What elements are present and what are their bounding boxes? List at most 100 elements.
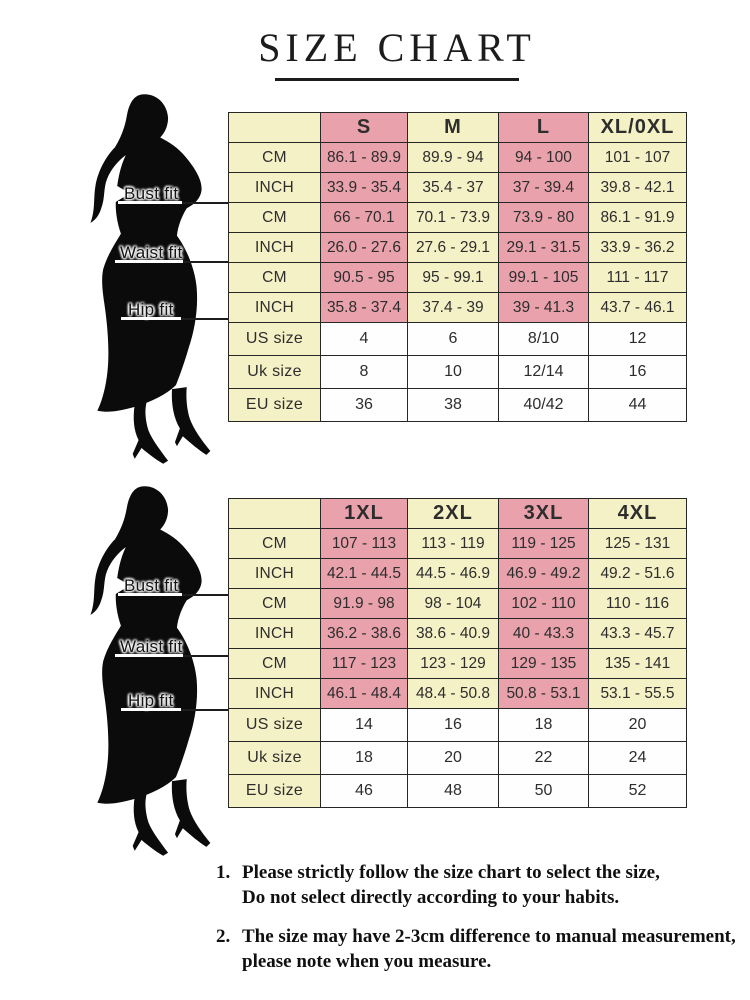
value-cell: 37 - 39.4: [498, 172, 589, 203]
size-column-header: XL/0XL: [588, 112, 687, 143]
value-cell: 39 - 41.3: [498, 292, 589, 323]
hip-fit-label: Hip fit: [128, 300, 174, 319]
value-cell: 44.5 - 46.9: [407, 558, 499, 589]
value-cell: 89.9 - 94: [407, 142, 499, 173]
row-label-cell: Uk size: [228, 741, 321, 775]
size-column-header: L: [498, 112, 589, 143]
size-column-header: 2XL: [407, 498, 499, 529]
value-cell: 35.8 - 37.4: [320, 292, 408, 323]
table-row: CM 66 - 70.1 70.1 - 73.9 73.9 - 80 86.1 - 91…: [228, 202, 687, 233]
value-cell: 107 - 113: [320, 528, 408, 559]
value-cell: 90.5 - 95: [320, 262, 408, 293]
hip-fit-pointer-line: [181, 318, 228, 320]
table-row: EU size 36 38 40/42 44: [228, 388, 687, 422]
value-cell: 50: [498, 774, 589, 808]
row-label-cell: EU size: [228, 774, 321, 808]
value-cell: 102 - 110: [498, 588, 589, 619]
value-cell: 98 - 104: [407, 588, 499, 619]
value-cell: 39.8 - 42.1: [588, 172, 687, 203]
row-label-cell: INCH: [228, 292, 321, 323]
value-cell: 16: [407, 708, 499, 742]
value-cell: 53.1 - 55.5: [588, 678, 687, 709]
value-cell: 113 - 119: [407, 528, 499, 559]
bust-fit-underline: [118, 593, 182, 596]
note-text: Please strictly follow the size chart to…: [242, 860, 744, 910]
size-table-s-xl: S M L XL/0XL CM 86.1 - 89.9 89.9 - 94 94 - 100 1…: [228, 112, 687, 422]
note-item: 2. The size may have 2-3cm difference to…: [216, 924, 744, 974]
value-cell: 38: [407, 388, 499, 422]
hip-fit-pointer-line: [181, 709, 228, 711]
title-underline: [275, 78, 519, 81]
corner-cell: [228, 498, 321, 529]
hip-fit-label: Hip fit: [128, 691, 174, 710]
woman-silhouette: [58, 476, 230, 864]
value-cell: 129 - 135: [498, 648, 589, 679]
value-cell: 33.9 - 36.2: [588, 232, 687, 263]
size-table-1xl-4xl: 1XL 2XL 3XL 4XL CM 107 - 113 113 - 119 119 - 12…: [228, 498, 687, 808]
table-row: INCH 26.0 - 27.6 27.6 - 29.1 29.1 - 31.5 33.…: [228, 232, 687, 263]
value-cell: 46.9 - 49.2: [498, 558, 589, 589]
value-cell: 73.9 - 80: [498, 202, 589, 233]
value-cell: 110 - 116: [588, 588, 687, 619]
row-label-cell: CM: [228, 262, 321, 293]
table-row: CM 86.1 - 89.9 89.9 - 94 94 - 100 101 - 107: [228, 142, 687, 173]
row-label-cell: CM: [228, 648, 321, 679]
note-number: 2.: [216, 926, 231, 947]
value-cell: 36: [320, 388, 408, 422]
value-cell: 95 - 99.1: [407, 262, 499, 293]
value-cell: 99.1 - 105: [498, 262, 589, 293]
value-cell: 40 - 43.3: [498, 618, 589, 649]
value-cell: 37.4 - 39: [407, 292, 499, 323]
waist-fit-underline: [115, 654, 183, 657]
value-cell: 38.6 - 40.9: [407, 618, 499, 649]
value-cell: 43.7 - 46.1: [588, 292, 687, 323]
bust-fit-label: Bust fit: [124, 184, 179, 203]
value-cell: 18: [320, 741, 408, 775]
page-title: SIZE CHART: [258, 25, 536, 70]
corner-cell: [228, 112, 321, 143]
notes-section: 1. Please strictly follow the size chart…: [216, 860, 744, 988]
value-cell: 33.9 - 35.4: [320, 172, 408, 203]
table-row: INCH 42.1 - 44.5 44.5 - 46.9 46.9 - 49.2 49.…: [228, 558, 687, 589]
woman-silhouette-svg: [90, 94, 211, 464]
value-cell: 20: [588, 708, 687, 742]
value-cell: 35.4 - 37: [407, 172, 499, 203]
value-cell: 94 - 100: [498, 142, 589, 173]
row-label-cell: INCH: [228, 618, 321, 649]
bust-fit-pointer-line: [182, 202, 228, 204]
row-label-cell: CM: [228, 588, 321, 619]
table-header-row: 1XL 2XL 3XL 4XL: [228, 498, 687, 529]
value-cell: 43.3 - 45.7: [588, 618, 687, 649]
title-wrap: SIZE CHART: [44, 24, 750, 71]
size-column-header: 3XL: [498, 498, 589, 529]
value-cell: 26.0 - 27.6: [320, 232, 408, 263]
value-cell: 111 - 117: [588, 262, 687, 293]
value-cell: 48.4 - 50.8: [407, 678, 499, 709]
value-cell: 91.9 - 98: [320, 588, 408, 619]
bust-fit-pointer-line: [182, 594, 228, 596]
value-cell: 86.1 - 91.9: [588, 202, 687, 233]
row-label-cell: Uk size: [228, 355, 321, 389]
hip-fit-underline: [121, 317, 181, 320]
value-cell: 48: [407, 774, 499, 808]
row-label-cell: US size: [228, 322, 321, 356]
bust-fit-label: Bust fit: [124, 576, 179, 595]
woman-silhouette: [58, 84, 230, 472]
value-cell: 6: [407, 322, 499, 356]
size-column-header: 1XL: [320, 498, 408, 529]
note-line: Please strictly follow the size chart to…: [242, 862, 660, 883]
value-cell: 22: [498, 741, 589, 775]
value-cell: 18: [498, 708, 589, 742]
value-cell: 70.1 - 73.9: [407, 202, 499, 233]
table-row: INCH 46.1 - 48.4 48.4 - 50.8 50.8 - 53.1 53.…: [228, 678, 687, 709]
value-cell: 42.1 - 44.5: [320, 558, 408, 589]
row-label-cell: CM: [228, 528, 321, 559]
row-label-cell: INCH: [228, 678, 321, 709]
table-row: CM 91.9 - 98 98 - 104 102 - 110 110 - 116: [228, 588, 687, 619]
value-cell: 16: [588, 355, 687, 389]
value-cell: 10: [407, 355, 499, 389]
note-item: 1. Please strictly follow the size chart…: [216, 860, 744, 910]
value-cell: 135 - 141: [588, 648, 687, 679]
value-cell: 8: [320, 355, 408, 389]
